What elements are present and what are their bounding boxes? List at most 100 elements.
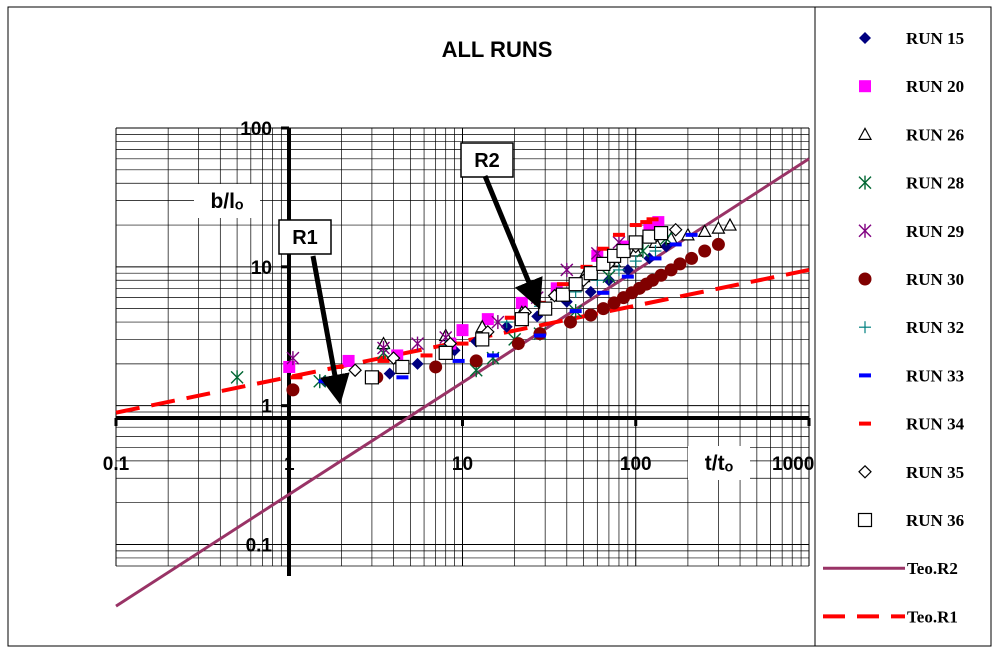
point-run-34 xyxy=(612,232,625,237)
point-run-30-shape xyxy=(429,360,443,374)
series-line-teo-r1 xyxy=(115,267,810,415)
point-run-36-shape xyxy=(395,359,410,375)
legend-label: Teo.R1 xyxy=(907,607,958,626)
point-run-20-shape xyxy=(456,324,469,337)
legend-marker-run-26-shape xyxy=(857,127,873,140)
point-run-33 xyxy=(669,242,682,247)
point-run-29 xyxy=(560,262,574,277)
point-run-34-shape xyxy=(290,375,303,380)
point-run-30-shape xyxy=(511,337,525,351)
point-run-36 xyxy=(538,301,553,316)
point-run-20 xyxy=(342,354,355,367)
point-run-33 xyxy=(533,333,546,338)
legend-marker-run-15 xyxy=(859,32,871,44)
point-run-30 xyxy=(711,237,725,251)
point-run-36-shape xyxy=(555,287,571,302)
legend-marker-run-33 xyxy=(859,373,871,378)
point-run-36 xyxy=(395,359,410,375)
point-run-34 xyxy=(504,315,517,320)
legend-marker-run-20 xyxy=(859,80,871,93)
legend-marker-run-20-shape xyxy=(859,80,871,93)
annotation-arrow xyxy=(310,255,350,405)
x-tick-label: 1 xyxy=(284,454,295,475)
point-run-34 xyxy=(456,341,469,346)
legend-label: RUN 36 xyxy=(906,511,964,530)
point-run-29 xyxy=(286,351,300,366)
point-run-15-shape xyxy=(383,367,396,380)
point-run-33-shape xyxy=(569,309,582,314)
point-run-36 xyxy=(596,256,611,271)
legend-entry-run-29: RUN 29 xyxy=(858,222,964,241)
legend-label: RUN 29 xyxy=(906,222,964,241)
point-run-33 xyxy=(396,375,409,380)
point-run-30-shape xyxy=(654,268,668,282)
point-run-15-shape xyxy=(411,357,424,370)
point-run-33 xyxy=(649,256,662,261)
y-tick-label: 10 xyxy=(251,258,272,279)
point-run-30-shape xyxy=(596,302,610,316)
legend-marker-run-30-shape xyxy=(858,272,872,286)
point-run-36-shape xyxy=(568,277,583,292)
point-run-34 xyxy=(377,358,390,363)
point-run-30-shape xyxy=(698,244,712,258)
point-run-30-shape xyxy=(563,315,577,329)
point-run-34 xyxy=(640,220,653,225)
legend-marker-run-32 xyxy=(859,321,871,334)
point-run-36-shape xyxy=(653,225,669,241)
legend: RUN 15 RUN 20 RUN 26 RUN 28 RUN 29 RUN 30 RUN … xyxy=(814,6,992,647)
point-run-30 xyxy=(673,257,687,271)
point-run-36 xyxy=(568,277,583,292)
point-run-34-shape xyxy=(331,364,344,369)
point-run-20-shape xyxy=(481,313,494,326)
point-run-34-shape xyxy=(377,358,390,363)
legend-entry-run-20: RUN 20 xyxy=(859,77,964,96)
point-run-30 xyxy=(511,337,525,351)
point-run-34-shape xyxy=(456,341,469,346)
point-run-30-shape xyxy=(286,383,300,397)
legend-marker-run-35-shape xyxy=(858,464,872,479)
point-run-34-shape xyxy=(556,282,569,287)
point-run-36-shape xyxy=(628,235,643,250)
legend-marker-run-26 xyxy=(857,127,873,140)
point-run-34 xyxy=(646,217,659,222)
point-run-34 xyxy=(331,364,344,369)
point-run-29 xyxy=(491,315,505,330)
point-run-20 xyxy=(481,313,494,326)
point-run-30 xyxy=(685,251,699,265)
legend-entry-teo-r1: Teo.R1 xyxy=(823,607,958,626)
legend-label: RUN 35 xyxy=(906,463,964,482)
point-run-32 xyxy=(649,245,662,258)
point-run-35-shape xyxy=(348,363,362,378)
y-tick-label: 100 xyxy=(240,119,272,140)
point-run-30-shape xyxy=(469,354,483,368)
point-run-34 xyxy=(290,375,303,380)
legend-marker-run-34-shape xyxy=(859,421,871,426)
point-run-36 xyxy=(514,312,529,327)
point-run-34-shape xyxy=(420,353,433,358)
point-run-29 xyxy=(411,336,425,351)
legend-entry-run-36: RUN 36 xyxy=(857,511,964,530)
legend-label: RUN 32 xyxy=(906,318,964,337)
legend-label: RUN 30 xyxy=(906,270,964,289)
legend-label: RUN 33 xyxy=(906,366,964,385)
point-run-30-shape xyxy=(673,257,687,271)
point-run-15 xyxy=(383,367,396,380)
point-run-34-shape xyxy=(640,220,653,225)
point-run-36 xyxy=(628,235,643,250)
point-run-36 xyxy=(555,287,571,302)
point-run-36-shape xyxy=(583,266,598,281)
point-run-35 xyxy=(348,363,362,378)
point-run-28 xyxy=(230,370,244,385)
point-run-15 xyxy=(621,263,634,276)
y-axis-label-text: b/lₒ xyxy=(210,190,243,213)
annotation-label: R2 xyxy=(474,150,500,172)
point-run-36 xyxy=(583,266,598,281)
point-run-33-shape xyxy=(318,379,331,384)
legend-marker-run-35 xyxy=(858,464,872,479)
point-run-33-shape xyxy=(685,232,698,237)
legend-entry-run-28: RUN 28 xyxy=(858,174,964,193)
point-run-20 xyxy=(456,324,469,337)
point-run-30-shape xyxy=(584,308,598,322)
x-tick-label: 10 xyxy=(452,454,473,475)
x-tick-label: 100 xyxy=(620,454,652,475)
